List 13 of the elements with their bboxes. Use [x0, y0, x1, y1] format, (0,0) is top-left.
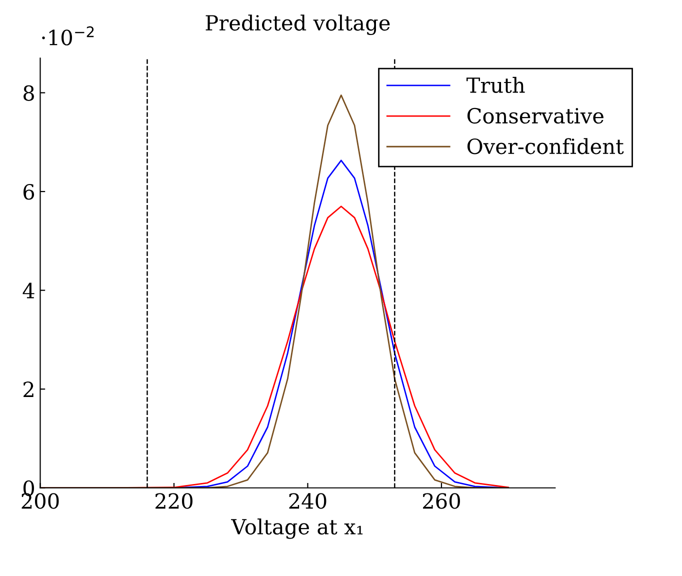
- x-axis-title: Voltage at x₁: [231, 518, 363, 539]
- x-tick-label: 220: [156, 493, 192, 509]
- y-tick-label: 8: [24, 85, 34, 101]
- y-tick-label: 2: [24, 382, 34, 398]
- legend-label: Truth: [466, 76, 525, 94]
- y-tick-label: 6: [24, 184, 34, 200]
- x-tick-label: 260: [422, 493, 460, 509]
- legend-label: Over-confident: [467, 138, 624, 154]
- x-tick-label: 240: [289, 493, 326, 509]
- legend-label: Conservative: [467, 108, 604, 124]
- y-tick-label: 4: [22, 282, 34, 298]
- chart-title: Predicted voltage: [206, 14, 390, 36]
- text: ·10$^{−2}$: [42, 26, 94, 46]
